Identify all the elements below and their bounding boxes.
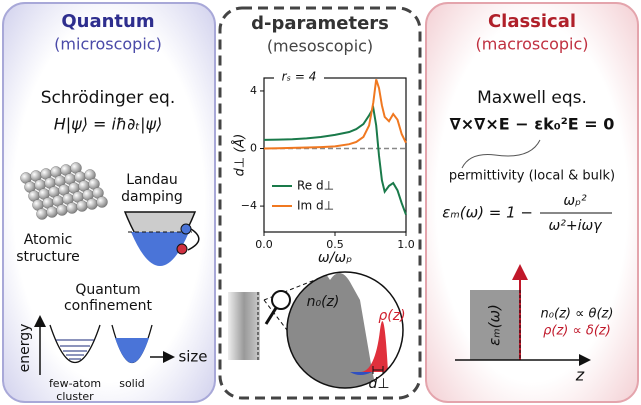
electron bbox=[181, 224, 191, 234]
figure: Quantum (microscopic) Schrödinger eq. H|… bbox=[0, 0, 641, 405]
label: ωₚ² bbox=[563, 193, 587, 209]
label: confinement bbox=[64, 298, 153, 314]
subtitle: (macroscopic) bbox=[475, 35, 588, 54]
atom bbox=[77, 201, 88, 212]
label: z bbox=[575, 366, 585, 385]
y-axis-label: d⊥ (Å) bbox=[232, 134, 248, 177]
label: Maxwell eqs. bbox=[477, 88, 587, 108]
label: εₘ(ω) bbox=[486, 304, 504, 346]
label: ρ(z) bbox=[378, 308, 405, 324]
equation-name: Schrödinger eq. bbox=[41, 88, 176, 108]
label: Landau bbox=[126, 172, 178, 188]
y-tick-label: 4 bbox=[250, 84, 257, 97]
label: εₘ(ω) = 1 − bbox=[442, 204, 533, 222]
label: few-atom bbox=[49, 377, 101, 390]
title: Quantum bbox=[61, 11, 154, 32]
label: d⊥ bbox=[368, 376, 389, 392]
hole bbox=[177, 244, 187, 254]
label: energy bbox=[17, 324, 33, 373]
legend-label: Re d⊥ bbox=[297, 179, 334, 193]
legend-label: Im d⊥ bbox=[297, 199, 334, 213]
atom bbox=[57, 205, 68, 216]
label: cluster bbox=[56, 390, 94, 403]
subtitle: (microscopic) bbox=[54, 35, 162, 54]
atom bbox=[47, 207, 58, 218]
label: structure bbox=[16, 249, 80, 265]
panel-classical bbox=[426, 3, 638, 402]
x-tick-label: 1.0 bbox=[397, 238, 415, 251]
x-tick-label: 0.0 bbox=[255, 238, 273, 251]
atom bbox=[67, 203, 78, 214]
slab bbox=[228, 292, 260, 360]
label: size bbox=[178, 348, 207, 366]
annotation: rₛ = 4 bbox=[282, 70, 317, 84]
label: ρ(z) ∝ δ(z) bbox=[543, 324, 611, 339]
title: Classical bbox=[488, 11, 576, 32]
equation: H|ψ⟩ = iħ∂ₜ|ψ⟩ bbox=[54, 115, 163, 134]
label: ω²+iωγ bbox=[549, 218, 603, 234]
x-axis-label: ω/ωₚ bbox=[318, 250, 352, 266]
label: Atomic bbox=[24, 232, 73, 248]
label: solid bbox=[119, 377, 145, 390]
label: permittivity (local & bulk) bbox=[449, 169, 615, 184]
label: n₀(z) ∝ θ(z) bbox=[541, 307, 614, 322]
title: d-parameters bbox=[251, 13, 389, 34]
atom bbox=[97, 197, 108, 208]
atom bbox=[37, 209, 48, 220]
label: damping bbox=[121, 189, 183, 205]
label: n₀(z) bbox=[307, 294, 340, 310]
label: Quantum bbox=[75, 282, 140, 298]
y-tick-label: 0 bbox=[250, 142, 257, 155]
subtitle: (mesoscopic) bbox=[267, 37, 373, 56]
atom bbox=[87, 199, 98, 210]
y-tick-label: −4 bbox=[241, 199, 257, 212]
magnifier bbox=[272, 291, 290, 309]
label: ∇×∇×E − εk₀²E = 0 bbox=[450, 115, 615, 134]
